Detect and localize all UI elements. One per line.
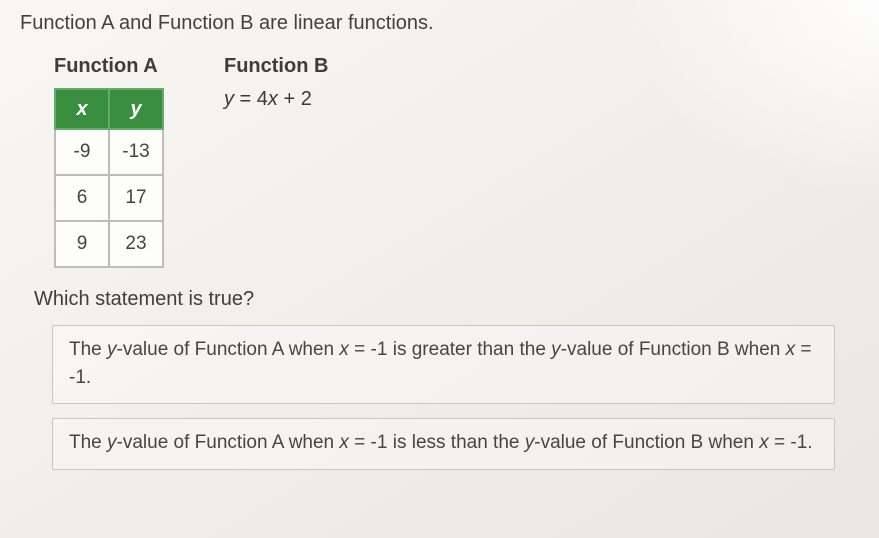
function-a-table: x y -9 -13 6 17 9 23 xyxy=(54,88,164,268)
eq-plus: + xyxy=(278,88,301,110)
opt-var-y: y xyxy=(551,339,561,360)
opt-var-x: x xyxy=(339,432,349,453)
cell-x: 6 xyxy=(55,175,109,221)
cell-y: 23 xyxy=(109,221,163,267)
question-text: Which statement is true? xyxy=(20,288,859,311)
table-row: -9 -13 xyxy=(55,129,163,175)
opt-text: The xyxy=(69,339,107,360)
opt-text: = -1. xyxy=(769,432,813,453)
answer-option-1[interactable]: The y-value of Function A when x = -1 is… xyxy=(52,325,835,404)
cell-y: -13 xyxy=(109,129,163,175)
opt-var-x: x xyxy=(339,339,349,360)
opt-text: -value of Function A when xyxy=(117,339,340,360)
function-a-column: Function A x y -9 -13 6 17 9 23 xyxy=(54,55,164,268)
functions-row: Function A x y -9 -13 6 17 9 23 xyxy=(20,55,859,268)
opt-var-y: y xyxy=(525,432,535,453)
col-header-x: x xyxy=(55,89,109,129)
col-header-y: y xyxy=(109,89,163,129)
cell-y: 17 xyxy=(109,175,163,221)
eq-coef: 4 xyxy=(257,88,268,110)
table-row: 9 23 xyxy=(55,221,163,267)
opt-text: = -1 is less than the xyxy=(349,432,525,453)
opt-text: The xyxy=(69,432,107,453)
function-b-column: Function B y = 4x + 2 xyxy=(224,55,328,268)
function-a-title: Function A xyxy=(54,55,164,78)
cell-x: 9 xyxy=(55,221,109,267)
eq-const: 2 xyxy=(301,88,312,110)
opt-var-x: x xyxy=(759,432,769,453)
prompt-text: Function A and Function B are linear fun… xyxy=(20,12,859,35)
answer-options: The y-value of Function A when x = -1 is… xyxy=(20,325,859,470)
opt-var-y: y xyxy=(107,432,117,453)
function-b-equation: y = 4x + 2 xyxy=(224,88,328,111)
opt-text: = -1 is greater than the xyxy=(349,339,551,360)
eq-equals: = xyxy=(234,88,257,110)
opt-text: -value of Function B when xyxy=(561,339,786,360)
eq-x: x xyxy=(268,88,278,110)
opt-text: -value of Function A when xyxy=(117,432,340,453)
cell-x: -9 xyxy=(55,129,109,175)
table-row: 6 17 xyxy=(55,175,163,221)
opt-text: -value of Function B when xyxy=(534,432,759,453)
answer-option-2[interactable]: The y-value of Function A when x = -1 is… xyxy=(52,418,835,470)
table-header-row: x y xyxy=(55,89,163,129)
opt-var-x: x xyxy=(786,339,796,360)
opt-var-y: y xyxy=(107,339,117,360)
function-b-title: Function B xyxy=(224,55,328,78)
eq-y: y xyxy=(224,88,234,110)
